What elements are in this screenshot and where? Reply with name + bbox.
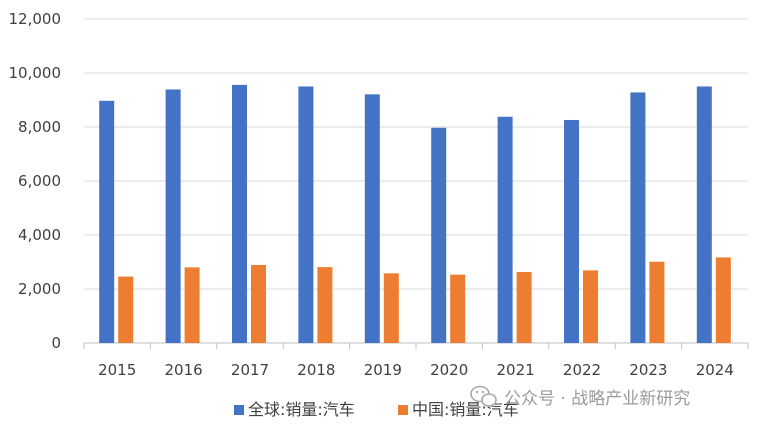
bar-series-1-2016 [165, 89, 181, 343]
y-tick-label: 6,000 [18, 172, 61, 190]
y-axis-ticks: 0 2,000 4,000 6,000 8,000 10,000 12,000 [9, 10, 62, 352]
legend-swatch-series-1 [234, 405, 244, 415]
x-tick-label: 2021 [497, 361, 535, 379]
gridlines [84, 18, 748, 344]
y-tick-label: 0 [51, 334, 61, 352]
x-tick-label: 2019 [364, 361, 402, 379]
bar-series-1-2018 [298, 86, 314, 343]
bars [99, 84, 731, 344]
x-tick-label: 2017 [231, 361, 269, 379]
legend-swatch-series-2 [398, 405, 408, 415]
x-tick-label: 2020 [430, 361, 468, 379]
bar-series-1-2020 [431, 127, 447, 343]
y-tick-label: 4,000 [18, 226, 61, 244]
bar-series-2-2016 [184, 267, 200, 343]
bar-series-1-2024 [696, 86, 712, 343]
bar-series-2-2018 [317, 267, 333, 343]
y-tick-label: 2,000 [18, 280, 61, 298]
legend-label-series-2: 中国:销量:汽车 [412, 400, 519, 419]
bar-series-1-2017 [232, 84, 247, 343]
y-tick-label: 10,000 [9, 64, 62, 82]
x-tick-label: 2018 [297, 361, 335, 379]
bar-series-2-2020 [450, 274, 466, 343]
x-tick-label: 2015 [98, 361, 136, 379]
bar-series-1-2015 [99, 100, 115, 343]
x-tick-label: 2023 [629, 361, 667, 379]
bar-series-2-2023 [649, 261, 665, 343]
watermark-text: 公众号 · 战略产业新研究 [504, 389, 690, 409]
x-tick-label: 2022 [563, 361, 601, 379]
bar-series-2-2024 [715, 257, 731, 343]
x-axis-ticks: 2015 2016 2017 2018 2019 2020 2021 2022 2023 2024 [83, 343, 749, 379]
bar-series-2-2021 [516, 271, 532, 343]
bar-series-1-2022 [564, 119, 579, 343]
y-tick-label: 12,000 [9, 10, 62, 28]
y-tick-label: 8,000 [18, 118, 61, 136]
legend: 全球:销量:汽车 中国:销量:汽车 [234, 400, 519, 419]
bar-series-2-2015 [118, 276, 134, 343]
bar-series-1-2019 [364, 94, 380, 343]
x-tick-label: 2024 [696, 361, 734, 379]
bar-series-1-2021 [497, 116, 513, 344]
watermark: 公众号 · 战略产业新研究 [470, 385, 690, 409]
wechat-icon [470, 385, 497, 407]
bar-series-1-2023 [630, 92, 646, 343]
bar-series-2-2022 [583, 270, 598, 343]
bar-series-2-2019 [383, 273, 399, 343]
bar-series-2-2017 [251, 264, 266, 343]
legend-label-series-1: 全球:销量:汽车 [248, 400, 355, 419]
x-tick-label: 2016 [165, 361, 203, 379]
